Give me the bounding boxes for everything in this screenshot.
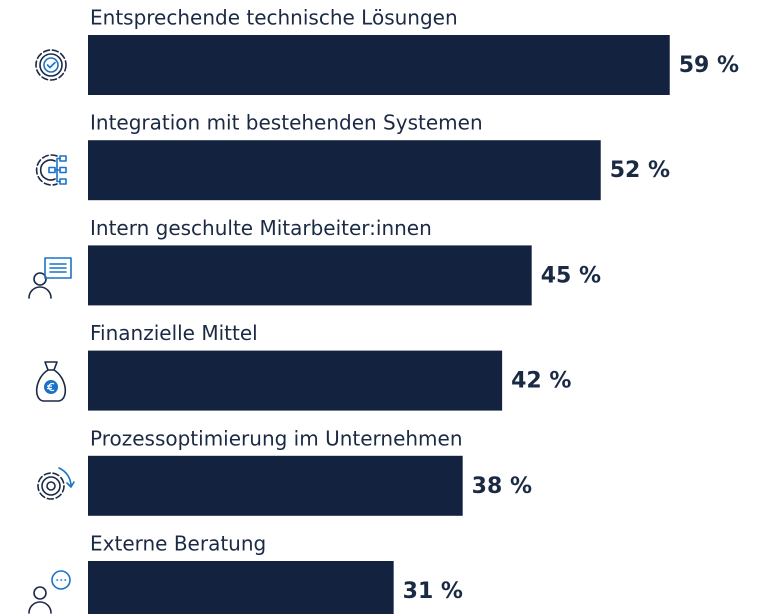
bar: [88, 350, 503, 411]
icon-trained-staff: [28, 257, 72, 299]
icon-consulting: [28, 570, 71, 614]
category-label: Integration mit bestehenden Systemen: [90, 111, 483, 135]
category-label: Intern geschulte Mitarbeiter:innen: [90, 216, 432, 240]
value-label: 42 %: [511, 369, 571, 394]
value-label: 52 %: [610, 158, 670, 183]
icons: [28, 49, 75, 614]
icon-money-bag: [35, 361, 67, 402]
category-label: Finanzielle Mittel: [90, 321, 258, 345]
bar: [88, 245, 532, 306]
category-label: Externe Beratung: [90, 532, 266, 556]
icon-gear-check: [35, 49, 67, 81]
bar: [88, 455, 463, 516]
value-label: 59 %: [679, 53, 739, 78]
icon-process: [37, 467, 75, 500]
category-label: Entsprechende technische Lösungen: [90, 6, 458, 30]
category-label: Prozessoptimierung im Unternehmen: [90, 426, 463, 450]
icon-integration: [35, 154, 67, 186]
value-label: 38 %: [472, 474, 532, 499]
value-label: 45 %: [541, 263, 601, 288]
value-label: 31 %: [403, 579, 463, 604]
bar: [88, 561, 394, 614]
bar: [88, 35, 670, 95]
bar: [88, 140, 601, 201]
